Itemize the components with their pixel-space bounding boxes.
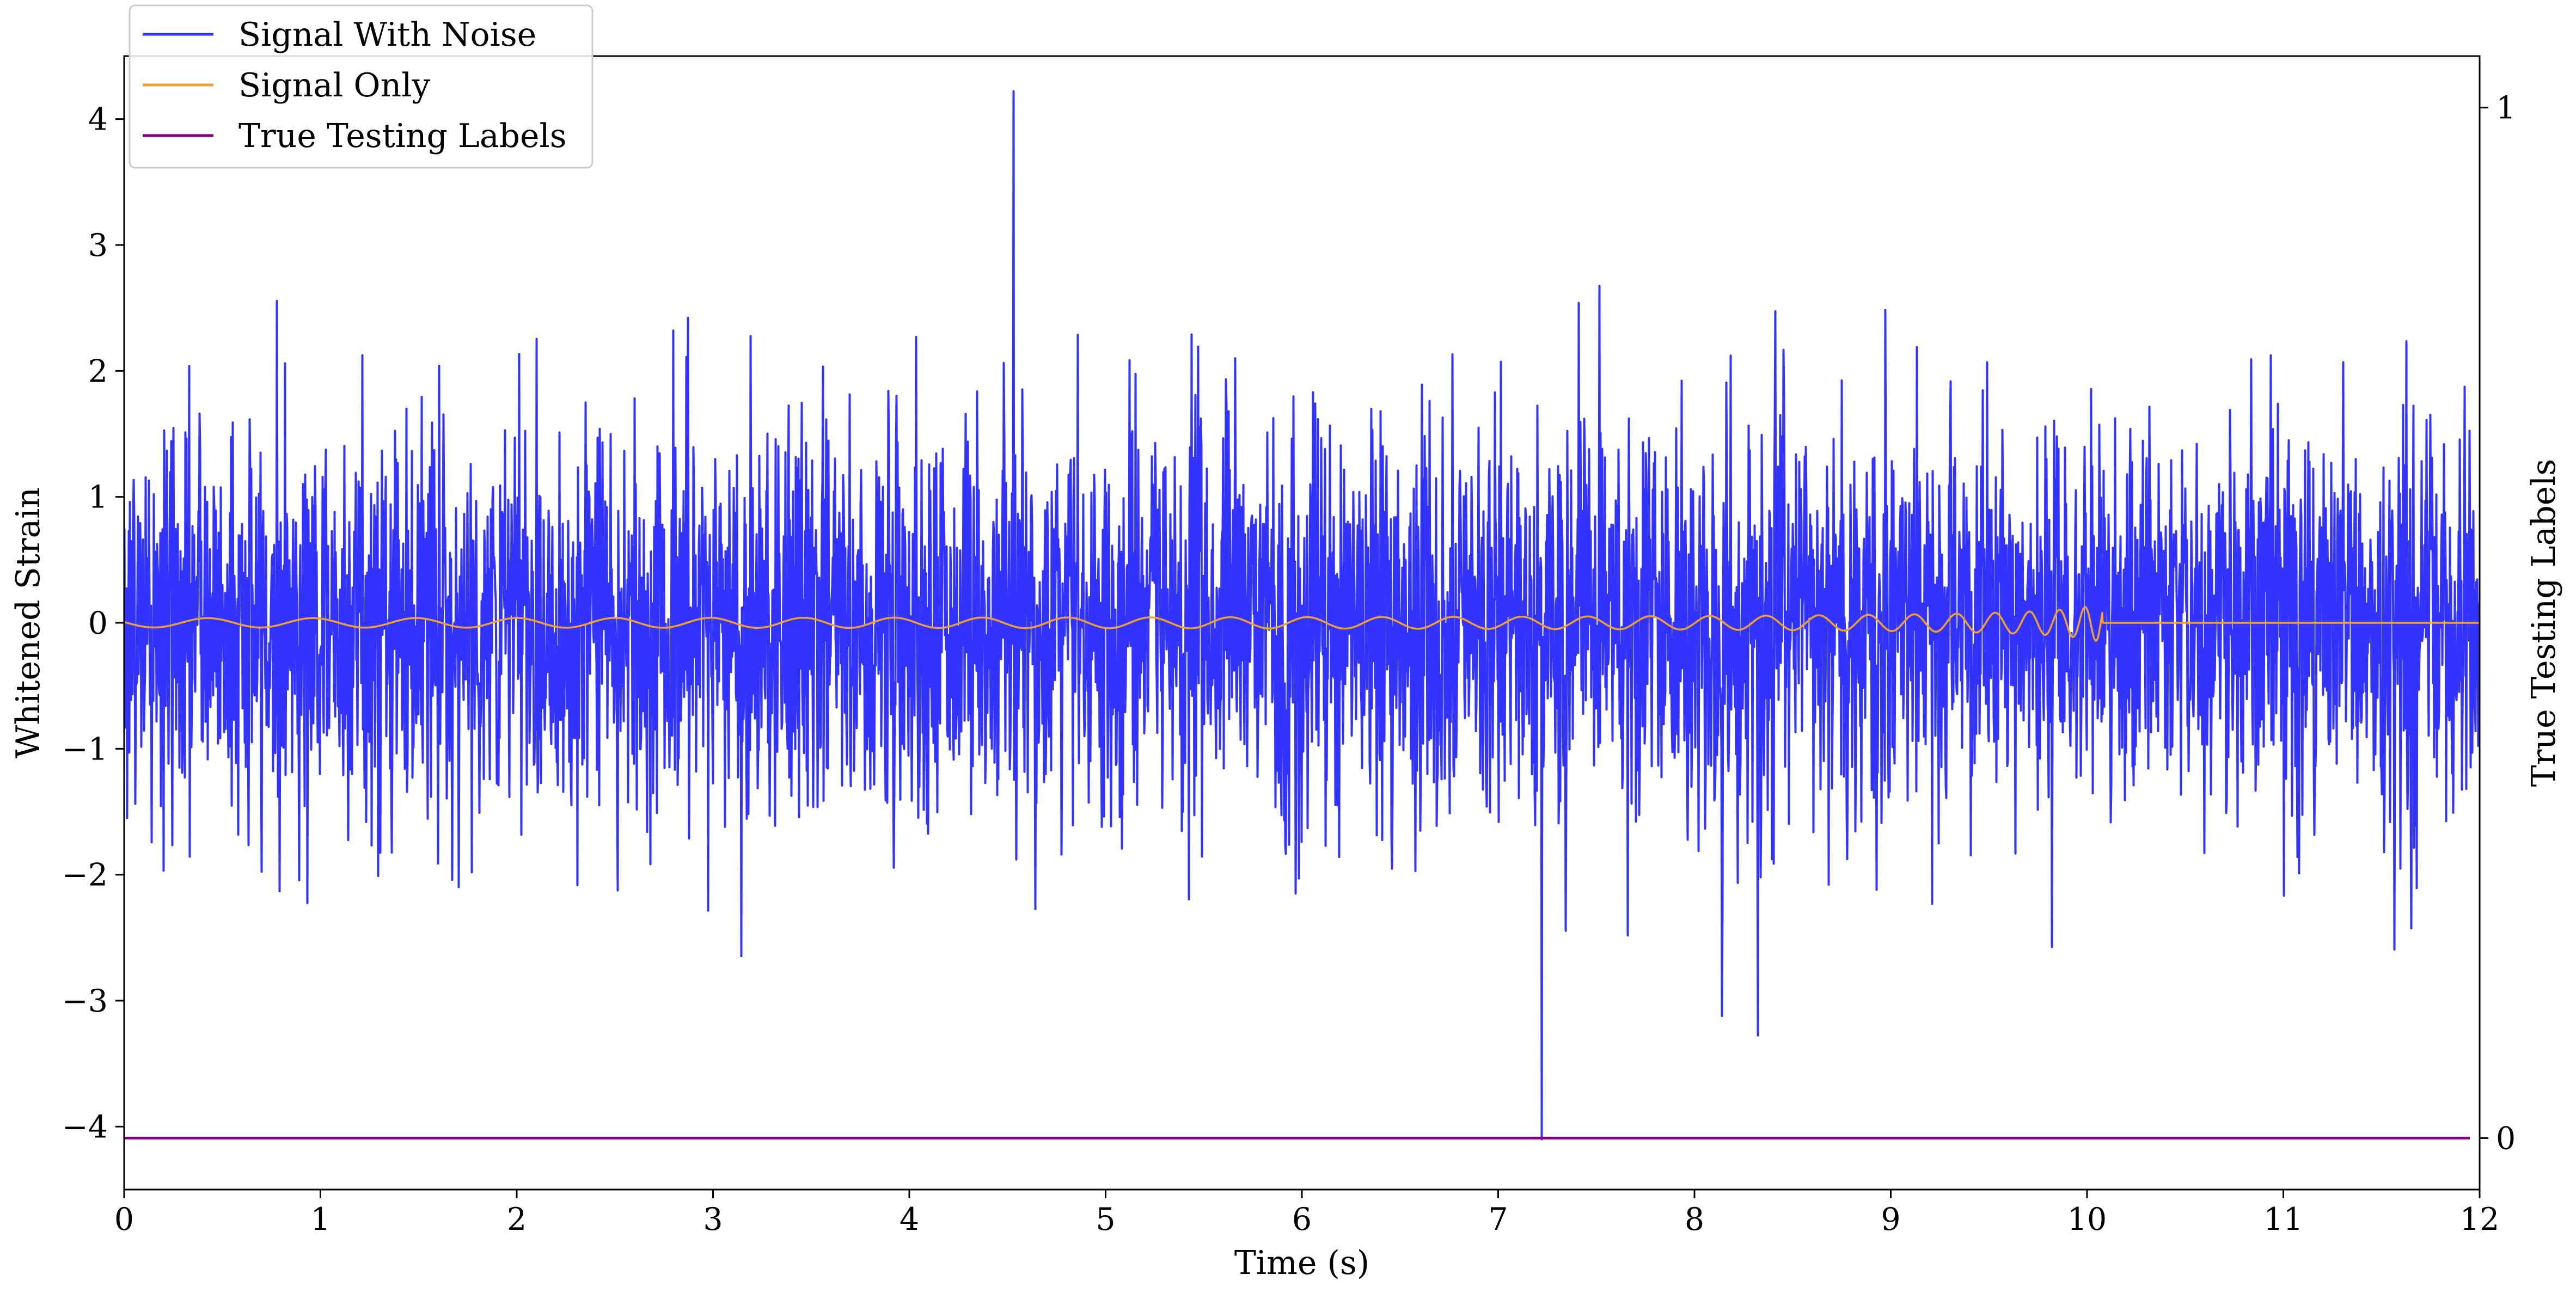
x-tick-label: 5 (1096, 1202, 1115, 1237)
x-tick-label: 0 (114, 1202, 134, 1237)
plot-data (123, 90, 2481, 1141)
y2-tick-label: 1 (2496, 90, 2516, 126)
x-tick-label: 4 (900, 1202, 919, 1237)
y-axis-title: Whitened Strain (9, 487, 47, 758)
x-tick-label: 2 (507, 1202, 527, 1237)
y-tick-label: 3 (88, 228, 108, 264)
x-tick-label: 7 (1488, 1202, 1508, 1237)
x-axis-title: Time (s) (1234, 1244, 1369, 1282)
series-line-signal-with-noise (123, 90, 2481, 1141)
y-tick-label: 0 (88, 605, 108, 641)
y-tick-label: 2 (88, 353, 108, 389)
x-tick-label: 12 (2460, 1202, 2500, 1237)
y-tick-label: −4 (62, 1109, 108, 1145)
y-tick-label: −3 (62, 983, 108, 1019)
y2-axis-title: True Testing Labels (2525, 459, 2563, 787)
y-tick-label: −1 (62, 731, 108, 767)
legend: Signal With Noise Signal Only True Testing… (129, 4, 593, 169)
x-tick-label: 9 (1881, 1202, 1900, 1237)
y-tick-label: 4 (88, 102, 108, 138)
x-tick-label: 1 (310, 1202, 330, 1237)
legend-label-true-testing-labels: True Testing Labels (238, 117, 567, 155)
legend-label-signal-with-noise: Signal With Noise (238, 16, 536, 54)
x-tick-label: 8 (1685, 1202, 1704, 1237)
y-tick-label: −2 (62, 857, 108, 893)
y2-tick-label: 0 (2496, 1120, 2516, 1156)
x-tick-label: 10 (2067, 1202, 2107, 1237)
x-tick-label: 6 (1292, 1202, 1312, 1237)
series-line-signal-only (124, 606, 2480, 642)
legend-box (129, 4, 593, 169)
y-tick-label: 1 (88, 480, 108, 516)
x-tick-label: 3 (703, 1202, 723, 1237)
legend-label-signal-only: Signal Only (238, 66, 430, 105)
x-tick-label: 11 (2263, 1202, 2303, 1237)
